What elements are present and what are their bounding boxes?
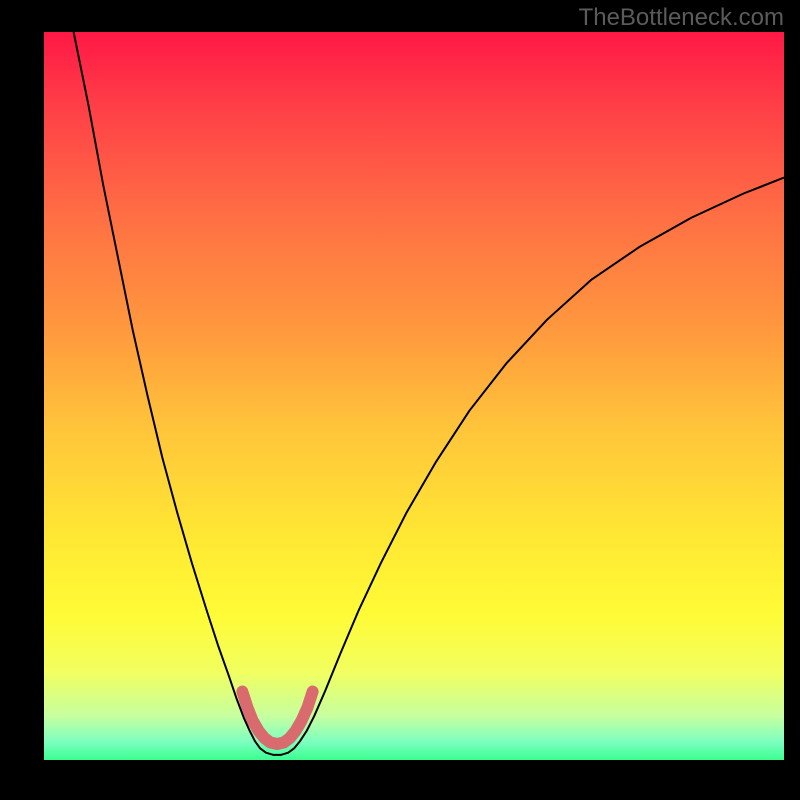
chart-container: TheBottleneck.com	[0, 0, 800, 800]
curve-svg	[44, 32, 784, 760]
border-left	[0, 0, 44, 800]
watermark-text: TheBottleneck.com	[579, 4, 784, 32]
plot-area	[44, 32, 784, 760]
bottleneck-curve	[74, 32, 784, 755]
border-right	[784, 0, 800, 800]
border-bottom	[0, 760, 800, 800]
